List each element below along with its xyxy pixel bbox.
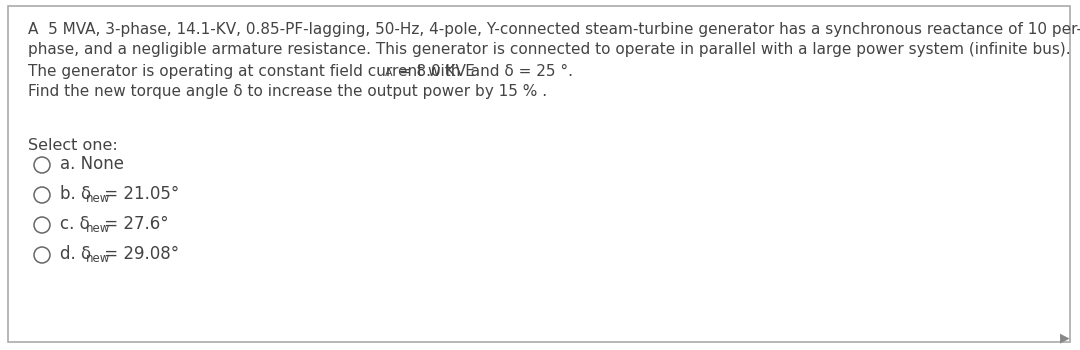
Text: Select one:: Select one:: [28, 138, 118, 153]
Text: ▶: ▶: [1061, 331, 1070, 344]
Text: Find the new torque angle δ to increase the output power by 15 % .: Find the new torque angle δ to increase …: [28, 84, 548, 99]
Text: new: new: [86, 252, 110, 266]
Text: = 21.05°: = 21.05°: [98, 185, 179, 203]
Circle shape: [33, 247, 50, 263]
Circle shape: [33, 157, 50, 173]
Circle shape: [33, 217, 50, 233]
Text: new: new: [86, 223, 110, 236]
Text: a. None: a. None: [60, 155, 124, 173]
Text: = 8.0 KV and δ = 25 °.: = 8.0 KV and δ = 25 °.: [394, 64, 573, 79]
Text: The generator is operating at constant field current with E: The generator is operating at constant f…: [28, 64, 475, 79]
Text: b. δ: b. δ: [60, 185, 91, 203]
Text: = 29.08°: = 29.08°: [98, 245, 178, 263]
Text: c. δ: c. δ: [60, 215, 90, 233]
Text: A: A: [384, 68, 392, 78]
Text: phase, and a negligible armature resistance. This generator is connected to oper: phase, and a negligible armature resista…: [28, 42, 1070, 57]
Text: A  5 MVA, 3-phase, 14.1-KV, 0.85-PF-lagging, 50-Hz, 4-pole, Y-connected steam-tu: A 5 MVA, 3-phase, 14.1-KV, 0.85-PF-laggi…: [28, 22, 1080, 37]
Text: = 27.6°: = 27.6°: [98, 215, 168, 233]
Text: d. δ: d. δ: [60, 245, 91, 263]
Text: new: new: [86, 193, 110, 205]
Circle shape: [33, 187, 50, 203]
